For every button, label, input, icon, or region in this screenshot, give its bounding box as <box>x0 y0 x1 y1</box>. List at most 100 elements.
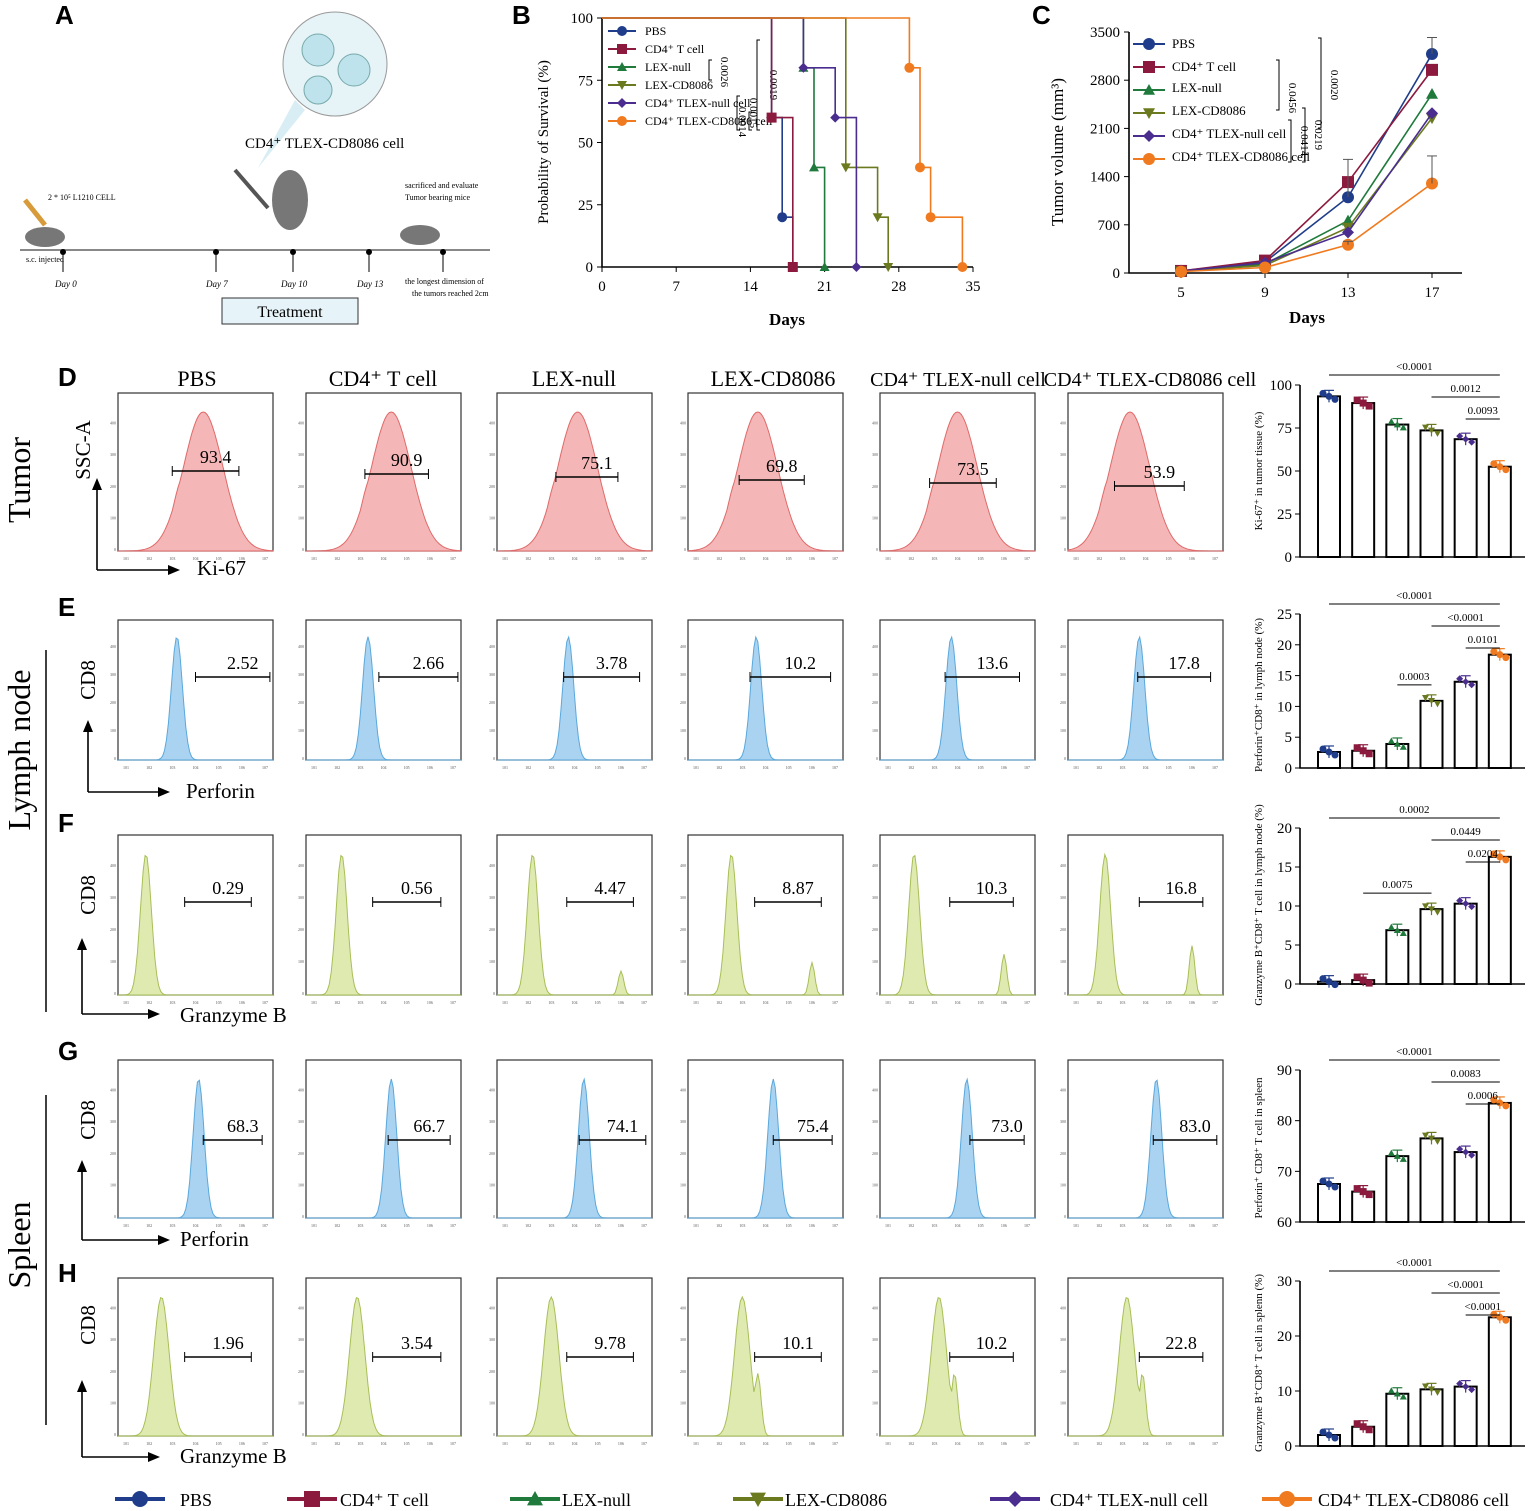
tick-label: 300 <box>1060 1337 1066 1342</box>
tick-label: 300 <box>489 672 495 677</box>
data-marker <box>1456 897 1464 905</box>
gate-value: 22.8 <box>1165 1333 1197 1353</box>
tick-label: 104 <box>193 556 199 561</box>
legend-label: LEX-null <box>1172 80 1222 95</box>
data-marker <box>1434 701 1441 708</box>
histogram-box <box>1067 834 1224 996</box>
bar <box>1453 902 1478 985</box>
gate-value: 3.78 <box>596 653 628 673</box>
tick-label: 101 <box>123 556 129 561</box>
day-label: Day 0 <box>54 279 77 289</box>
tick-label: 104 <box>193 1223 199 1228</box>
tick-label: 106 <box>1189 1441 1195 1446</box>
tick-label: 104 <box>763 1223 769 1228</box>
tick-label: 104 <box>955 765 961 770</box>
data-marker <box>777 212 788 223</box>
data-marker <box>809 162 819 172</box>
data-marker <box>1422 424 1429 431</box>
tick-label: 101 <box>693 765 699 770</box>
data-marker <box>1143 130 1155 142</box>
data-marker <box>1279 1491 1295 1507</box>
chart-tumor-volume: Tumor volume (mm³) Days 0.0020 0.0456 0.… <box>1048 25 1462 327</box>
tick-label: 100 <box>298 728 304 733</box>
tick-label: 101 <box>502 1000 508 1005</box>
tick-label: 400 <box>298 1306 304 1311</box>
flow-x-label: Granzyme B <box>180 1003 287 1027</box>
data-marker <box>851 262 862 272</box>
tick-label: 200 <box>1060 1369 1066 1374</box>
histogram-curve <box>306 1078 461 1219</box>
y-tick-label: 60 <box>1277 1215 1292 1231</box>
tick-label: 102 <box>716 556 722 561</box>
pvalue-label: 0.0026 <box>718 57 730 88</box>
tick-label: 300 <box>298 672 304 677</box>
tick-label: 106 <box>427 556 433 561</box>
data-marker <box>1387 1149 1395 1156</box>
tick-label: 300 <box>872 895 878 900</box>
histogram-curve <box>688 635 843 761</box>
flow-y-label: CD8 <box>76 1100 100 1140</box>
tick-label: 0 <box>114 1432 116 1437</box>
tick-label: 100 <box>110 1400 116 1405</box>
data-marker <box>1143 61 1155 73</box>
cells-text: 2 * 10⁵ L1210 CELL <box>48 193 116 202</box>
histogram-curve <box>1068 1079 1223 1219</box>
pvalue-label: 0.0083 <box>1451 1068 1482 1080</box>
tick-label: 105 <box>786 765 792 770</box>
tick-label: 0 <box>1064 991 1066 996</box>
data-marker <box>750 1492 766 1507</box>
tick-label: 105 <box>216 1441 222 1446</box>
tick-label: 103 <box>548 556 554 561</box>
legend-label: LEX-null <box>645 60 692 74</box>
tick-label: 103 <box>739 765 745 770</box>
tick-label: 200 <box>110 1369 116 1374</box>
gate-value: 2.52 <box>227 653 259 673</box>
x-tick-label: 0 <box>598 279 606 295</box>
tick-label: 100 <box>298 959 304 964</box>
tick-label: 105 <box>595 765 601 770</box>
y-tick-label: 20 <box>1277 1329 1292 1345</box>
bar <box>1385 1392 1410 1447</box>
tick-label: 104 <box>1143 1000 1149 1005</box>
tick-label: 105 <box>1166 556 1172 561</box>
pvalue-label: 0.0219 <box>1312 120 1324 151</box>
histogram-curve <box>880 1077 1035 1219</box>
pvalue-label: 0.0075 <box>1382 879 1413 891</box>
tick-label: 400 <box>680 644 686 649</box>
data-marker <box>1325 392 1333 400</box>
data-marker <box>1422 1132 1429 1139</box>
flow-axis-f <box>81 948 150 1015</box>
data-marker <box>830 112 841 123</box>
x-tick-label: 35 <box>966 279 981 295</box>
tick-label: 101 <box>885 1000 891 1005</box>
tick-label: 102 <box>334 765 340 770</box>
y-tick-label: 100 <box>1270 378 1293 394</box>
data-marker <box>1387 1387 1395 1394</box>
histogram-d: 101 102 103 104 105 106 107 0 100 200 300 400 69.8 <box>680 392 844 561</box>
data-marker <box>872 213 883 223</box>
bar <box>1317 395 1341 558</box>
tick-label: 102 <box>908 765 914 770</box>
tick-label: 103 <box>357 1441 363 1446</box>
arrow-right-icon <box>148 1009 160 1019</box>
pvalue-bracket <box>1318 37 1322 129</box>
tick-label: 106 <box>1189 1223 1195 1228</box>
data-marker <box>1468 903 1476 911</box>
histogram-d: 101 102 103 104 105 106 107 0 100 200 300 400 73.5 <box>872 392 1036 561</box>
histogram-box <box>687 834 844 996</box>
tick-label: 103 <box>1119 556 1125 561</box>
x-tick-label: 14 <box>743 279 759 295</box>
bar-chart-f: 0 5 10 15 20 Granzyme B⁺CD8⁺ T cell in lymph … <box>1253 804 1525 1006</box>
gate-value: 73.5 <box>957 459 989 479</box>
histogram-curve <box>497 411 653 552</box>
cell-icon <box>303 75 333 105</box>
data-marker <box>617 98 627 108</box>
bar <box>1419 1137 1444 1224</box>
data-marker <box>1359 1423 1367 1431</box>
tick-label: 102 <box>146 556 152 561</box>
tick-label: 101 <box>885 556 891 561</box>
tick-label: 200 <box>298 700 304 705</box>
data-marker <box>1456 432 1464 440</box>
bar <box>1487 1316 1512 1448</box>
tick-label: 102 <box>525 556 531 561</box>
